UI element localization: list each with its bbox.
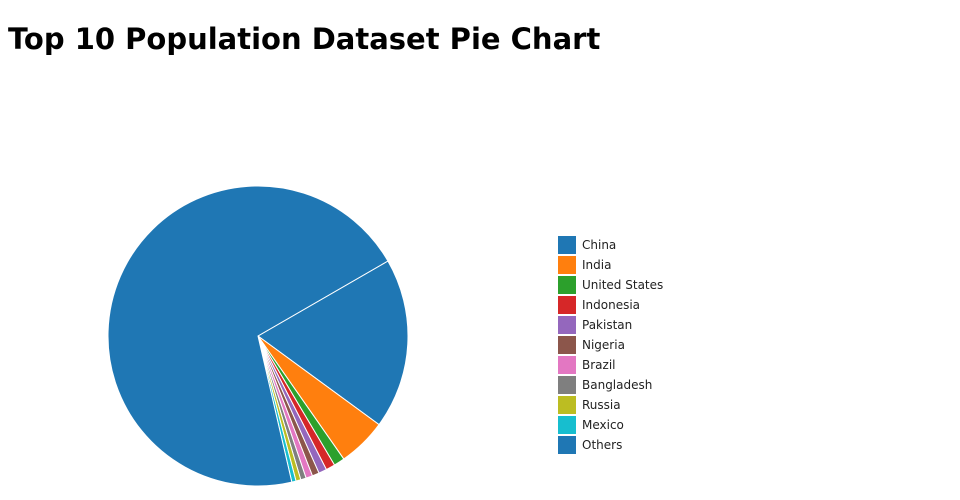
legend-label: India [582, 258, 612, 272]
legend-label: United States [582, 278, 664, 292]
legend-swatch [558, 396, 576, 414]
legend-item-china[interactable]: China [558, 235, 663, 255]
legend-swatch [558, 356, 576, 374]
legend-swatch [558, 336, 576, 354]
chart-title: Top 10 Population Dataset Pie Chart [8, 22, 601, 56]
legend-swatch [558, 316, 576, 334]
legend-item-india[interactable]: India [558, 255, 663, 275]
legend-label: Others [582, 438, 623, 452]
legend-label: Russia [582, 398, 621, 412]
legend-item-russia[interactable]: Russia [558, 395, 663, 415]
legend-item-mexico[interactable]: Mexico [558, 415, 663, 435]
pie-chart [107, 185, 409, 487]
legend-swatch [558, 376, 576, 394]
legend-item-bangladesh[interactable]: Bangladesh [558, 375, 663, 395]
legend-swatch [558, 436, 576, 454]
legend-swatch [558, 296, 576, 314]
legend-item-indonesia[interactable]: Indonesia [558, 295, 663, 315]
legend-swatch [558, 256, 576, 274]
legend-label: China [582, 238, 617, 252]
legend-item-nigeria[interactable]: Nigeria [558, 335, 663, 355]
pie-slice-others[interactable] [107, 185, 389, 487]
legend-label: Indonesia [582, 298, 641, 312]
legend-item-others[interactable]: Others [558, 435, 663, 455]
legend-label: Pakistan [582, 318, 633, 332]
legend-item-pakistan[interactable]: Pakistan [558, 315, 663, 335]
legend-label: Bangladesh [582, 378, 653, 392]
pie-slice-china[interactable] [257, 260, 409, 426]
legend-label: Brazil [582, 358, 616, 372]
legend-swatch [558, 416, 576, 434]
legend-swatch [558, 276, 576, 294]
legend-label: Mexico [582, 418, 624, 432]
legend: China India United States Indonesia Pakistan… [558, 235, 663, 455]
legend-swatch [558, 236, 576, 254]
legend-label: Nigeria [582, 338, 625, 352]
legend-item-united-states[interactable]: United States [558, 275, 663, 295]
legend-item-brazil[interactable]: Brazil [558, 355, 663, 375]
